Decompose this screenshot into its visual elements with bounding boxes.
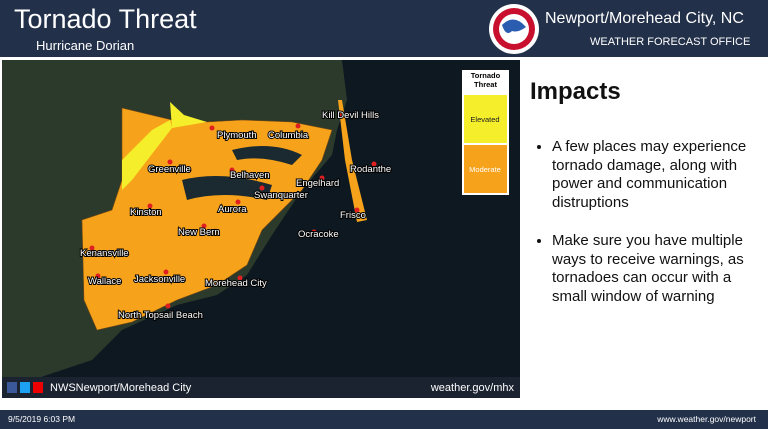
- city-dot: [209, 125, 215, 131]
- city-label: Frisco: [340, 210, 366, 221]
- city-dot: [147, 203, 153, 209]
- map-handle: NWSNewport/Morehead City: [50, 382, 192, 394]
- city-label: North Topsail Beach: [118, 310, 203, 321]
- city-dot: [354, 207, 360, 213]
- city-label: Columbia: [268, 130, 309, 141]
- city-label: Morehead City: [205, 278, 267, 289]
- city-label: Belhaven: [230, 170, 270, 181]
- city-label: Plymouth: [217, 130, 257, 141]
- nws-logo: [489, 4, 539, 54]
- city-label: Wallace: [88, 276, 121, 287]
- legend-item: Elevated: [470, 115, 499, 124]
- city-label: Aurora: [218, 204, 247, 215]
- city-dot: [237, 275, 243, 281]
- city-label: Rodanthe: [350, 164, 391, 175]
- city-dot: [371, 161, 377, 167]
- legend-swatch: [464, 95, 507, 143]
- subtitle: Hurricane Dorian: [36, 38, 135, 53]
- city-dot: [235, 199, 241, 205]
- city-dot: [259, 185, 265, 191]
- impacts-title: Impacts: [530, 78, 621, 105]
- city-dot: [167, 159, 173, 165]
- city-dot: [319, 175, 325, 181]
- city-label: Jacksonville: [134, 274, 185, 285]
- city-label: New Bern: [178, 227, 220, 238]
- city-label: Kenansville: [80, 248, 129, 259]
- city-label: Kinston: [130, 207, 162, 218]
- legend-item: Moderate: [469, 165, 501, 174]
- city-dot: [311, 229, 317, 235]
- city-label: Kill Devil Hills: [322, 110, 379, 121]
- footer-date: 9/5/2019 6:03 PM: [8, 414, 76, 424]
- city-dot: [165, 303, 171, 309]
- impact-bullet: A few places may experience tornado dama…: [552, 138, 768, 212]
- city-dot: [337, 113, 343, 119]
- footer-url: www.weather.gov/newport: [657, 414, 756, 424]
- office-name: Newport/Morehead City, NC: [545, 10, 744, 27]
- city-dot: [95, 273, 101, 279]
- city-dot: [89, 245, 95, 251]
- city-label: Swanquarter: [254, 190, 308, 201]
- title: Tornado Threat: [14, 4, 197, 34]
- city-dot: [295, 123, 301, 129]
- impact-bullet: Make sure you have multiple ways to rece…: [552, 232, 768, 306]
- map: Tornado Threat Elevated Moderate Kill De…: [2, 60, 520, 398]
- city-dot: [229, 167, 235, 173]
- map-url: weather.gov/mhx: [430, 382, 515, 394]
- city-dot: [163, 269, 169, 275]
- city-label: Ocracoke: [298, 229, 339, 240]
- legend-swatch: [464, 145, 507, 193]
- office-subtitle: WEATHER FORECAST OFFICE: [590, 36, 751, 48]
- impacts-list: A few places may experience tornado dama…: [532, 138, 768, 326]
- legend-title: Tornado Threat: [470, 71, 501, 89]
- city-dot: [201, 223, 207, 229]
- city-label: Greenville: [148, 164, 191, 175]
- city-label: Engelhard: [296, 178, 339, 189]
- header-bar: [0, 0, 768, 57]
- footer-bar: [0, 410, 768, 429]
